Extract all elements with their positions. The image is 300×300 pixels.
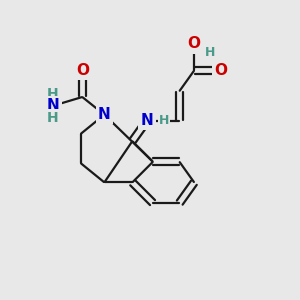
Text: H: H (47, 111, 58, 124)
Text: N: N (141, 113, 153, 128)
Text: H: H (159, 114, 169, 127)
Text: O: O (188, 37, 201, 52)
Text: H: H (205, 46, 215, 59)
Text: H: H (47, 87, 58, 101)
Text: O: O (214, 63, 227, 78)
Text: O: O (76, 63, 89, 78)
Text: N: N (98, 107, 111, 122)
Text: N: N (46, 98, 59, 113)
